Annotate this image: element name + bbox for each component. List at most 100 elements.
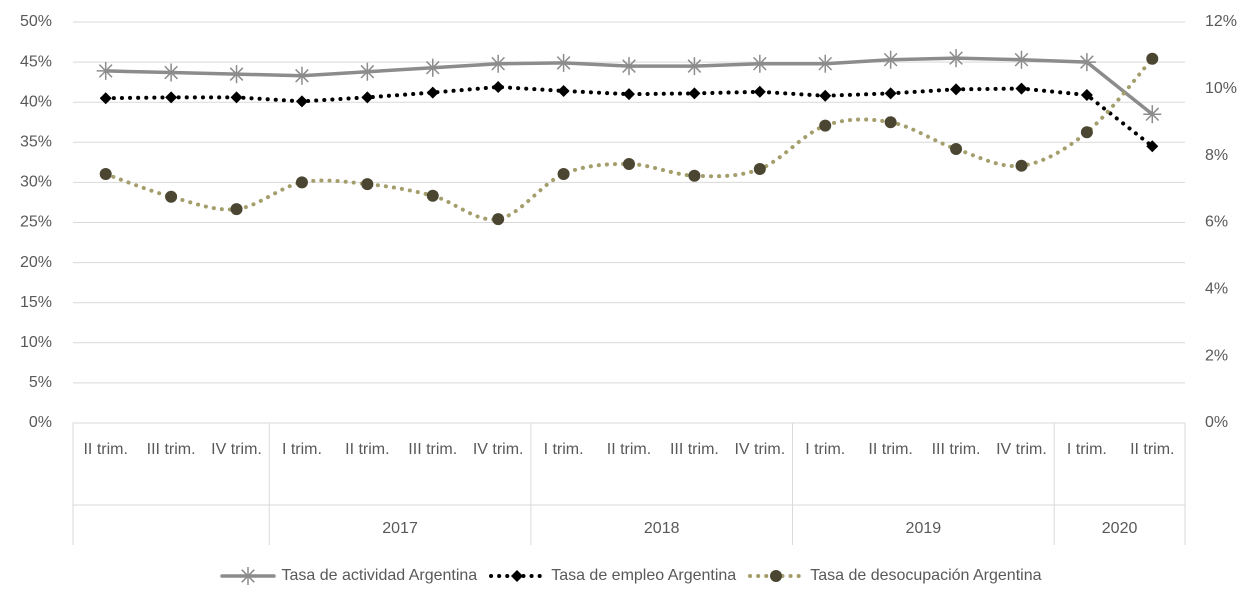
legend-label: Tasa de empleo Argentina [551,567,737,584]
data-point [426,86,439,99]
data-point [227,65,246,84]
data-point [423,58,442,77]
data-point [162,63,181,82]
y2-tick-label: 0% [1205,414,1228,431]
data-point [816,54,835,73]
data-point [881,50,900,69]
y-tick-label: 25% [20,214,52,231]
data-point [1146,52,1159,65]
data-point [361,91,374,104]
data-point [1077,53,1096,72]
legend-swatch [489,570,546,582]
x-tick-label: IV trim. [211,441,262,458]
data-point [750,54,769,73]
y2-tick-label: 12% [1205,13,1237,30]
data-point [1015,82,1028,95]
data-point [753,85,766,98]
x-tick-label: II trim. [1130,441,1175,458]
y-tick-label: 5% [29,374,52,391]
series-line [103,84,1155,149]
y2-tick-label: 10% [1205,80,1237,97]
data-point [96,61,115,80]
data-point [230,91,243,104]
data-point [295,176,308,189]
data-point [819,119,832,132]
x-group-label: 2019 [906,520,942,537]
y2-tick-label: 2% [1205,347,1228,364]
x-tick-label: IV trim. [996,441,1047,458]
data-point [1146,140,1159,153]
data-point [1015,159,1028,172]
x-tick-label: II trim. [868,441,913,458]
legend: Tasa de actividad Argentina Tasa de emple… [0,566,1259,586]
y-tick-label: 10% [20,334,52,351]
x-tick-label: II trim. [606,441,652,458]
x-tick-label: III trim. [146,441,196,458]
data-point [688,169,701,182]
data-point [292,66,311,85]
data-point [295,95,308,108]
data-point [426,189,439,202]
data-point [623,158,635,171]
x-tick-label: I trim. [543,441,584,458]
y-tick-label: 40% [20,93,52,110]
data-point [950,142,963,155]
legend-marker [238,567,257,585]
data-point [99,168,112,181]
legend-marker [511,570,524,582]
y-tick-label: 30% [20,174,52,191]
data-point [623,88,635,101]
data-point [685,57,704,76]
legend-item: Tasa de empleo Argentina [487,566,736,586]
x-group-label: 2020 [1102,520,1138,537]
legend-item: Tasa de desocupación Argentina [746,566,1041,586]
x-tick-label: IV trim. [734,441,786,458]
data-point [947,49,966,68]
data-point [819,89,832,102]
x-tick-label: IV trim. [472,441,524,458]
y2-tick-label: 6% [1205,214,1228,231]
data-point [1143,105,1162,124]
legend-swatch [748,570,805,582]
data-point [99,92,112,105]
x-tick-label: II trim. [345,441,390,458]
x-tick-label: I trim. [281,441,322,458]
legend-item: Tasa de actividad Argentina [218,566,478,586]
x-group-label: 2018 [644,520,680,537]
series-line [103,56,1155,222]
legend-label: Tasa de desocupación Argentina [810,567,1042,584]
data-point [1080,126,1093,139]
data-point [1012,50,1031,69]
data-point [620,57,638,76]
data-point [557,168,570,181]
y-tick-label: 35% [20,134,52,151]
y-tick-label: 15% [20,294,52,311]
x-tick-label: III trim. [408,441,458,458]
data-point [361,178,374,191]
y2-tick-label: 4% [1205,281,1228,298]
data-point [489,54,508,73]
y2-tick-label: 8% [1205,147,1228,164]
data-point [358,62,377,81]
y-tick-label: 20% [20,254,52,271]
x-tick-label: II trim. [83,441,128,458]
data-point [492,80,505,93]
data-point [165,190,178,203]
data-point [688,87,701,100]
legend-swatch [219,567,276,585]
y-tick-label: 0% [29,414,52,431]
legend-label: Tasa de actividad Argentina [281,567,478,584]
x-tick-label: I trim. [805,441,846,458]
data-point [230,203,243,216]
data-point [557,84,570,97]
data-point [950,83,963,96]
data-point [884,87,897,100]
data-point [554,53,573,72]
x-tick-label: III trim. [669,441,719,458]
x-tick-label: III trim. [931,441,981,458]
data-point [492,213,505,226]
y-tick-label: 45% [20,53,52,70]
x-group-label: 2017 [382,520,418,537]
